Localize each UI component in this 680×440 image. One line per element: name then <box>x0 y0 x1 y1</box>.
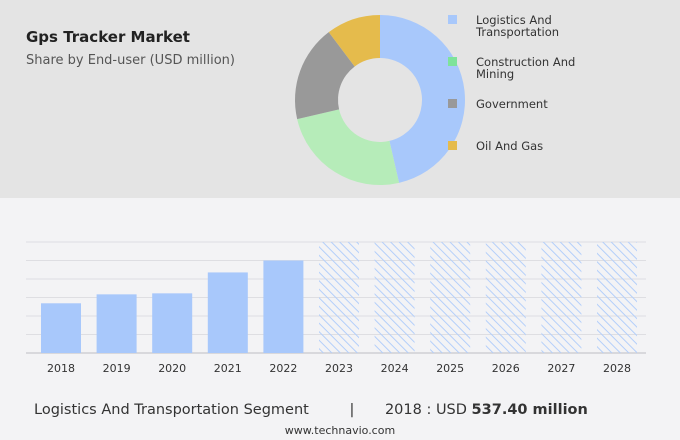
x-tick-label: 2023 <box>325 362 353 375</box>
x-tick-label: 2026 <box>492 362 520 375</box>
legend-swatch <box>448 141 457 150</box>
segment-label: Logistics And Transportation Segment <box>34 402 309 418</box>
year-label: 2018 : USD <box>384 402 467 418</box>
bar-2022 <box>263 260 304 353</box>
bar-2021 <box>207 272 248 353</box>
x-tick-label: 2020 <box>158 362 186 375</box>
x-tick-label: 2018 <box>47 362 75 375</box>
x-tick-label: 2021 <box>214 362 242 375</box>
x-tick-label: 2027 <box>547 362 575 375</box>
donut-slice <box>380 15 465 183</box>
legend-item: Government <box>448 97 616 111</box>
x-tick-label: 2028 <box>603 362 631 375</box>
bar-chart: 2018 2019 2020 2021 2022 2023 2024 2025 2026 2027… <box>26 241 646 375</box>
legend-item: Construction And Mining <box>448 55 596 81</box>
donut-slice <box>328 15 380 67</box>
legend-item: Logistics And Transportation <box>448 13 596 39</box>
legend-label: Construction And Mining <box>476 55 576 81</box>
chart-title: Gps Tracker Market <box>26 28 190 46</box>
forecast-bar-2026 <box>485 242 526 353</box>
bar-2020 <box>152 293 193 353</box>
bar-2018 <box>41 303 81 353</box>
legend-swatch <box>448 15 457 24</box>
legend-label: Oil And Gas <box>476 139 544 153</box>
footer-summary: Logistics And Transportation Segment | 2… <box>34 402 674 418</box>
forecast-bar-2028 <box>597 242 637 353</box>
bar-2019 <box>96 294 137 353</box>
forecast-bar-2024 <box>374 242 415 353</box>
donut-slice <box>297 109 400 185</box>
legend-label: Logistics And Transportation <box>476 13 560 39</box>
legend-swatch <box>448 57 457 66</box>
site-url: www.technavio.com <box>284 424 396 437</box>
donut-chart <box>295 15 465 185</box>
legend-item: Oil And Gas <box>448 139 616 153</box>
forecast-bar-2025 <box>430 242 471 353</box>
x-tick-label: 2019 <box>103 362 131 375</box>
x-tick-label: 2024 <box>381 362 409 375</box>
separator: | <box>349 402 355 418</box>
legend-swatch <box>448 99 457 108</box>
donut-slice <box>295 32 355 120</box>
forecast-bar-2023 <box>319 242 359 353</box>
segment-value: 537.40 million <box>471 402 588 418</box>
x-tick-label: 2025 <box>436 362 464 375</box>
legend-label: Government <box>476 97 548 111</box>
forecast-bar-2027 <box>541 242 582 353</box>
chart-subtitle: Share by End-user (USD million) <box>26 53 235 68</box>
x-tick-label: 2022 <box>269 362 297 375</box>
